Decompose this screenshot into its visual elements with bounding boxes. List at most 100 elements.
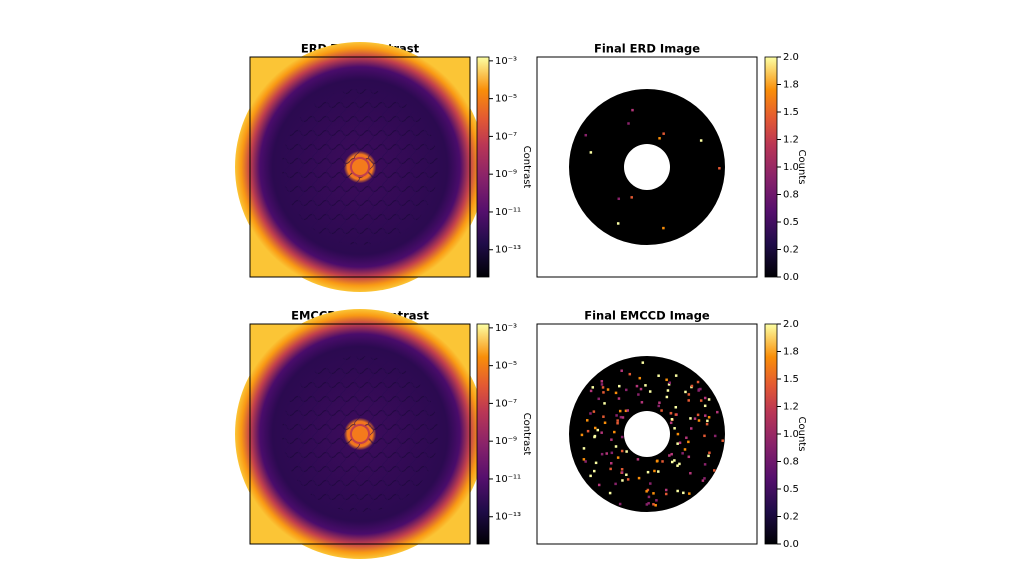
image-pixel <box>585 419 589 422</box>
image-core <box>350 157 370 177</box>
image-pixel <box>716 410 719 414</box>
image-pixel <box>657 470 660 473</box>
image-pixel <box>593 426 597 430</box>
colorbar-tick-label: 10⁻³ <box>495 56 517 67</box>
image-pixel <box>624 409 628 413</box>
image-pixel <box>584 133 588 137</box>
image-pixel <box>600 380 604 383</box>
colorbar <box>476 56 490 278</box>
image-pixel <box>602 391 605 394</box>
colorbar <box>476 323 490 545</box>
image-pixel <box>684 390 687 394</box>
colorbar-tick-label: 10⁻³ <box>495 323 517 334</box>
image-pixel <box>696 380 700 384</box>
image-pixel <box>610 462 613 465</box>
image-pixel <box>647 495 651 499</box>
image-pixel <box>689 471 692 475</box>
image-pixel <box>685 436 688 440</box>
image-pixel <box>593 435 596 439</box>
image-pixel <box>637 476 641 480</box>
colorbar-tick-label: 1.0 <box>783 162 799 173</box>
colorbar-tick-label: 0.8 <box>783 457 799 468</box>
image-pixel <box>696 413 700 417</box>
colorbar-tick-label: 1.8 <box>783 80 799 91</box>
image-pixel <box>665 395 669 399</box>
image-pixel <box>674 406 678 409</box>
image-pixel <box>593 469 596 473</box>
colorbar-tick-label: 10⁻¹³ <box>495 245 521 256</box>
image-pixel <box>601 386 605 389</box>
image-pixel <box>704 414 707 417</box>
image-pixel <box>645 503 649 506</box>
image-pixel <box>652 492 655 495</box>
image-pixel <box>660 409 663 412</box>
image-pixel <box>613 430 616 434</box>
image-pixel <box>657 404 660 408</box>
colorbar-tick-label: 1.8 <box>783 347 799 358</box>
image-pixel <box>703 434 706 438</box>
image-pixel <box>707 398 711 401</box>
image-pixel <box>661 460 664 463</box>
image-pixel <box>626 409 629 412</box>
colorbar-tick-label: 0.5 <box>783 217 799 228</box>
image-pixel <box>657 374 660 377</box>
image-pixel <box>713 434 717 438</box>
image-pixel <box>594 461 598 465</box>
image-pixel <box>610 438 613 441</box>
image-pixel <box>653 469 656 473</box>
image-pixel <box>625 473 628 477</box>
image-pixel <box>621 479 624 482</box>
image-pixel <box>664 492 668 496</box>
image-pixel <box>620 435 624 439</box>
colorbar-tick-label: 1.5 <box>783 107 799 118</box>
image-pixel <box>618 502 622 506</box>
image-pixel <box>608 491 612 495</box>
colorbar-tick-label: 10⁻⁵ <box>495 361 517 372</box>
image-pixel <box>589 389 593 393</box>
image-pixel <box>620 471 624 474</box>
image-pixel <box>618 384 621 388</box>
image-pixel <box>682 491 685 495</box>
image-pixel <box>586 429 590 433</box>
image-pixel <box>670 418 674 421</box>
image-pixel <box>701 479 705 482</box>
image-pixel <box>616 419 619 422</box>
colorbar-tick-label: 1.2 <box>783 402 799 413</box>
image-pixel <box>582 447 586 450</box>
image-pixel <box>641 361 645 364</box>
colorbar <box>764 323 778 545</box>
image-pixel <box>703 396 707 400</box>
image-pixel <box>658 137 661 140</box>
panel-frame <box>536 56 758 278</box>
image-pixel <box>658 401 661 404</box>
image-pixel <box>639 387 643 391</box>
image-pixel <box>609 467 612 471</box>
colorbar-tick-label: 10⁻⁵ <box>495 94 517 105</box>
colorbar-tick-label: 10⁻¹¹ <box>495 207 521 218</box>
image-pixel <box>676 489 679 493</box>
image-pixel <box>667 383 671 386</box>
image-pixel <box>687 440 690 444</box>
image-pixel <box>665 378 668 382</box>
image-pixel <box>678 441 682 445</box>
image-pixel <box>673 459 676 462</box>
image-pixel <box>718 167 721 170</box>
image-pixel <box>631 108 634 112</box>
image-pixel <box>678 462 681 466</box>
image-pixel <box>630 196 633 199</box>
image-pixel <box>687 455 691 459</box>
colorbar-label: Counts <box>796 150 807 185</box>
colorbar-label: Contrast <box>521 146 532 189</box>
image-pixel <box>602 415 605 418</box>
colorbar-tick-label: 0.2 <box>783 245 799 256</box>
image-pixel <box>621 416 625 419</box>
image-pixel <box>681 452 684 455</box>
image-pixel <box>670 452 673 456</box>
image-pixel <box>703 404 707 408</box>
colorbar-tick-label: 2.0 <box>783 319 799 330</box>
image-pixel <box>689 427 693 430</box>
image-pixel <box>584 460 587 463</box>
colorbar-tick-label: 10⁻⁷ <box>495 131 517 142</box>
image-pixel <box>652 503 655 506</box>
image-pixel <box>646 470 650 474</box>
